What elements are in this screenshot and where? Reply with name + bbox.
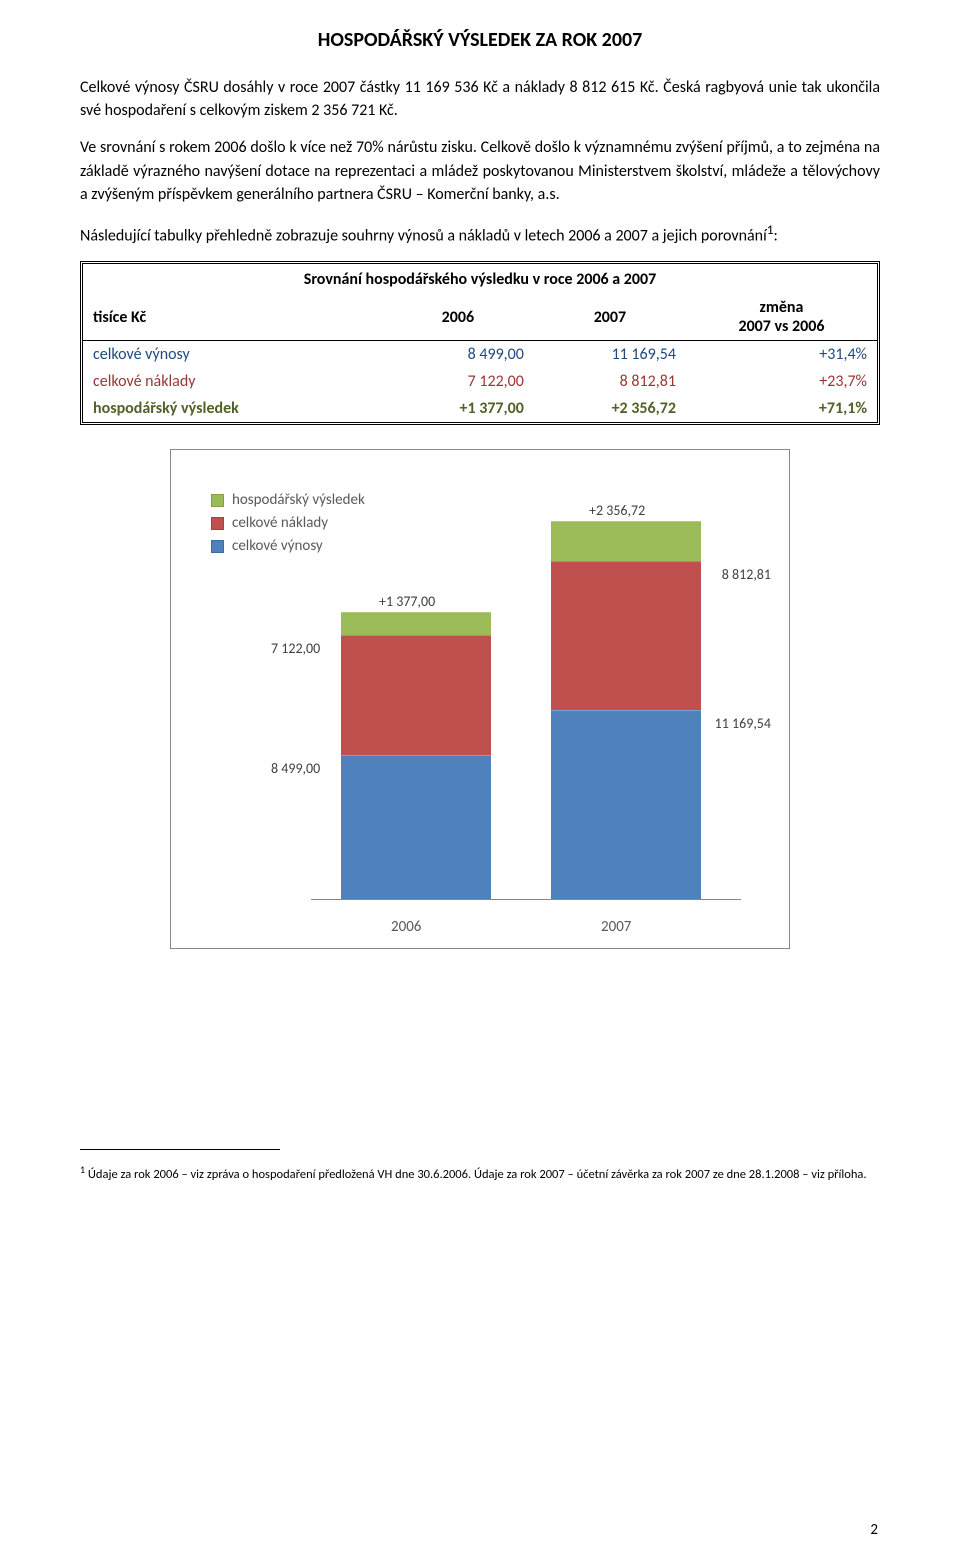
table-col-change-l2: 2007 vs 2006: [738, 317, 824, 336]
table-row: celkové výnosy: [83, 341, 382, 369]
segment-vysledek-2007: +2 356,72: [551, 521, 701, 561]
chart-x-label: 2006: [391, 918, 421, 936]
footnote-ref: 1: [767, 221, 774, 238]
chart-plot-area: +1 377,00 7 122,00 8 499,00 +2 356,72 8 …: [311, 480, 741, 900]
paragraph-2: Ve srovnání s rokem 2006 došlo k více ne…: [80, 136, 880, 206]
footnote-mark: 1: [80, 1163, 85, 1176]
segment-naklady-2007: 8 812,81: [551, 561, 701, 710]
segment-label: 8 499,00: [271, 760, 320, 777]
paragraph-3-prefix: Následující tabulky přehledně zobrazuje …: [80, 226, 767, 245]
paragraph-1: Celkové výnosy ČSRU dosáhly v roce 2007 …: [80, 76, 880, 122]
table-col-2007: 2007: [534, 295, 686, 340]
segment-vysledek-2006: +1 377,00: [341, 612, 491, 635]
legend-swatch-icon: [211, 494, 224, 507]
segment-vynosy-2006: 8 499,00: [341, 755, 491, 899]
legend-swatch-icon: [211, 540, 224, 553]
comparison-table: Srovnání hospodářského výsledku v roce 2…: [80, 261, 880, 425]
paragraph-3: Následující tabulky přehledně zobrazuje …: [80, 220, 880, 248]
segment-label: 8 812,81: [722, 566, 771, 583]
segment-label: +1 377,00: [379, 593, 435, 610]
table-cell: 7 122,00: [382, 368, 534, 395]
table-cell: 8 812,81: [534, 368, 686, 395]
segment-vynosy-2007: 11 169,54: [551, 710, 701, 899]
page-number: 2: [870, 1521, 878, 1539]
table-cell: 8 499,00: [382, 341, 534, 369]
legend-swatch-icon: [211, 517, 224, 530]
page-title: HOSPODÁŘSKÝ VÝSLEDEK ZA ROK 2007: [80, 28, 880, 52]
table-cell: 11 169,54: [534, 341, 686, 369]
table-row: celkové náklady: [83, 368, 382, 395]
segment-naklady-2006: 7 122,00: [341, 635, 491, 755]
table-row: hospodářský výsledek: [83, 395, 382, 422]
comparison-chart: hospodářský výsledek celkové náklady cel…: [170, 449, 790, 949]
table-col-2006: 2006: [382, 295, 534, 340]
table-cell: +71,1%: [686, 395, 877, 422]
table-cell: +2 356,72: [534, 395, 686, 422]
footnote: 1 Údaje za rok 2006 – viz zpráva o hospo…: [80, 1163, 880, 1184]
chart-column-2007: +2 356,72 8 812,81 11 169,54: [551, 521, 701, 899]
table-title: Srovnání hospodářského výsledku v roce 2…: [83, 264, 877, 295]
table-cell: +31,4%: [686, 341, 877, 369]
segment-label: +2 356,72: [589, 502, 645, 519]
table-col-change-l1: změna: [760, 298, 804, 317]
chart-column-2006: +1 377,00 7 122,00 8 499,00: [341, 612, 491, 899]
table-cell: +23,7%: [686, 368, 877, 395]
footnote-text: Údaje za rok 2006 – viz zpráva o hospoda…: [88, 1167, 867, 1182]
table-row-header: tisíce Kč: [83, 295, 382, 340]
footnote-rule: [80, 1149, 280, 1150]
segment-label: 11 169,54: [715, 715, 771, 732]
segment-label: 7 122,00: [271, 640, 320, 657]
chart-x-label: 2007: [601, 918, 631, 936]
table-cell: +1 377,00: [382, 395, 534, 422]
paragraph-3-suffix: :: [774, 226, 778, 245]
legend-label: celkové výnosy: [232, 537, 323, 555]
